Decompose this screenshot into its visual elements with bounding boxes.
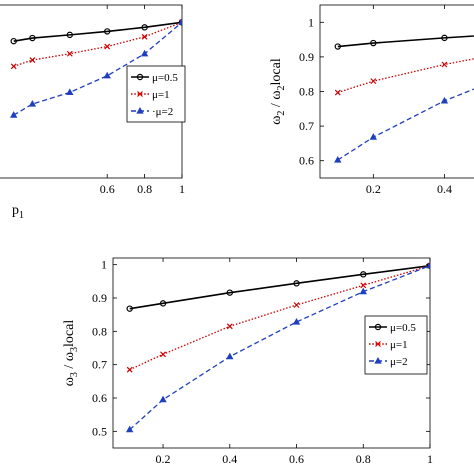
x-tick-label: 1 bbox=[427, 452, 433, 466]
series-group bbox=[126, 261, 430, 433]
legend-marker bbox=[136, 73, 144, 81]
data-point bbox=[141, 24, 148, 31]
data-point bbox=[441, 61, 448, 68]
data-point bbox=[29, 57, 36, 63]
series-group bbox=[334, 34, 474, 163]
data-point bbox=[126, 366, 133, 373]
data-point bbox=[178, 18, 182, 25]
data-point bbox=[10, 37, 17, 45]
series-line bbox=[129, 265, 430, 431]
data-point bbox=[369, 133, 378, 140]
x-tick-label: 0.4 bbox=[222, 452, 237, 466]
x-tick-label: 1 bbox=[179, 182, 185, 196]
data-point bbox=[226, 352, 234, 360]
data-point bbox=[10, 63, 17, 70]
series-group bbox=[10, 18, 182, 118]
data-point bbox=[103, 71, 111, 79]
y-axis-label: ω3 / ω3local bbox=[62, 320, 80, 387]
legend-marker bbox=[137, 91, 143, 97]
y-tick-label: 1 bbox=[308, 15, 314, 29]
x-tick-label: 0.6 bbox=[289, 452, 304, 466]
legend-marker bbox=[136, 106, 144, 114]
legend: μ=0.5 μ=1 μ=2 bbox=[364, 315, 428, 375]
y-tick-label: 0.8 bbox=[299, 85, 314, 99]
data-point bbox=[292, 317, 301, 325]
legend-label: μ=0.5 bbox=[390, 322, 416, 334]
panel1: 0.6 0.8 1 p1 μ=0.5 μ=1 ·μ=2 bbox=[0, 4, 186, 221]
data-point bbox=[160, 351, 166, 358]
y-tick-label: 0.5 bbox=[92, 424, 107, 438]
data-point bbox=[141, 33, 148, 40]
series-line bbox=[337, 58, 474, 94]
series-line bbox=[129, 264, 430, 310]
series-line bbox=[337, 35, 474, 48]
legend-marker bbox=[374, 323, 382, 331]
legend-box bbox=[364, 315, 428, 375]
data-point bbox=[226, 323, 233, 330]
data-point bbox=[29, 34, 36, 42]
data-point bbox=[440, 96, 449, 104]
panel2: 0.2 0.4 0.6 0.7 0.8 0.9 1 ω2 / ω2local bbox=[269, 4, 474, 196]
data-point bbox=[159, 300, 167, 307]
data-point bbox=[360, 282, 367, 289]
data-point bbox=[66, 88, 74, 96]
y-tick-label: 1 bbox=[101, 258, 107, 272]
data-point bbox=[370, 39, 377, 47]
x-tick-label: 0.8 bbox=[356, 452, 371, 466]
legend-label: μ=2 bbox=[390, 356, 408, 368]
data-point bbox=[441, 34, 448, 42]
data-point bbox=[334, 43, 341, 50]
legend-label: μ=1 bbox=[152, 89, 170, 101]
legend-box bbox=[126, 65, 186, 123]
y-tick-label: 0.7 bbox=[92, 358, 107, 372]
data-point bbox=[126, 425, 134, 433]
series-line bbox=[13, 21, 182, 67]
legend-marker bbox=[375, 341, 381, 347]
data-point bbox=[126, 305, 133, 312]
data-point bbox=[360, 271, 367, 278]
y-tick-label: 0.9 bbox=[92, 291, 107, 305]
data-point bbox=[293, 302, 300, 308]
legend-label: ·μ=2 bbox=[152, 106, 173, 118]
data-point bbox=[66, 31, 74, 39]
y-axis-label: ω2 / ω2local bbox=[269, 58, 287, 125]
series-line bbox=[337, 88, 474, 161]
legend-marker bbox=[374, 356, 382, 364]
data-point bbox=[359, 287, 367, 295]
data-point bbox=[334, 155, 342, 163]
panel3: 0.20.40.60.810.50.60.70.80.91p1ω3 / ω3lo… bbox=[62, 257, 433, 474]
data-point bbox=[370, 78, 377, 85]
x-tick-label: 0.4 bbox=[437, 182, 452, 196]
data-point bbox=[28, 100, 37, 107]
data-point bbox=[66, 50, 73, 57]
series-line bbox=[129, 265, 430, 371]
y-tick-label: 0.6 bbox=[299, 154, 314, 168]
x-tick-label: 0.8 bbox=[137, 182, 152, 196]
x-tick-label: 0.2 bbox=[156, 452, 171, 466]
data-point bbox=[293, 280, 300, 287]
x-tick-label: 0.6 bbox=[100, 182, 115, 196]
y-tick-label: 0.7 bbox=[299, 119, 314, 133]
y-tick-label: 0.6 bbox=[92, 391, 107, 405]
data-point bbox=[104, 43, 111, 50]
legend-label: μ=1 bbox=[390, 339, 408, 351]
x-tick-label: 0.2 bbox=[366, 182, 381, 196]
data-point bbox=[426, 261, 430, 269]
legend: μ=0.5 μ=1 ·μ=2 bbox=[126, 65, 186, 123]
legend-label: μ=0.5 bbox=[152, 72, 178, 84]
data-point bbox=[140, 49, 149, 57]
data-point bbox=[10, 111, 18, 118]
data-point bbox=[334, 89, 341, 96]
y-tick-label: 0.9 bbox=[299, 50, 314, 64]
y-tick-label: 0.8 bbox=[92, 324, 107, 338]
x-axis-label: p1 bbox=[12, 203, 24, 221]
data-point bbox=[159, 395, 167, 403]
data-point bbox=[226, 289, 233, 296]
data-point bbox=[103, 28, 111, 35]
plot-frame bbox=[319, 4, 474, 179]
